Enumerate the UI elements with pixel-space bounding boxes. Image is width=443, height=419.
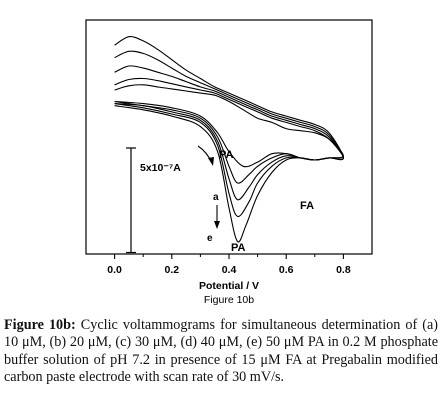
figure-sublabel: Figure 10b <box>204 294 254 306</box>
voltammogram-chart: 0.0 0.2 0.4 0.6 0.8 5x10⁻⁷A a e PA PA FA Pot… <box>85 19 373 306</box>
figure-caption: Figure 10b: Cyclic voltammograms for sim… <box>4 317 438 387</box>
cv-curve-c <box>114 65 344 201</box>
caption-label: Figure 10b: <box>4 317 76 333</box>
x-tick-label: 0.4 <box>222 264 237 276</box>
caption-text: Cyclic voltammograms for simultaneous de… <box>4 317 438 386</box>
cv-curve-a <box>114 84 344 168</box>
label-a: a <box>213 192 219 203</box>
scan-arrows <box>197 145 220 229</box>
cv-curve-d <box>114 50 344 217</box>
scale-bar: 5x10⁻⁷A <box>126 147 181 254</box>
label-pa-upper: PA <box>219 149 234 161</box>
x-tick-label: 0.0 <box>107 264 122 276</box>
scan-direction-arrowhead <box>208 157 214 166</box>
cv-curve-b <box>114 77 344 184</box>
x-tick-label: 0.6 <box>279 264 294 276</box>
cv-curve-e <box>114 36 344 243</box>
scale-bar-label: 5x10⁻⁷A <box>140 162 181 174</box>
label-pa-lower: PA <box>231 242 246 254</box>
concentration-arrowhead <box>214 221 220 229</box>
voltammogram-figure: 0.0 0.2 0.4 0.6 0.8 5x10⁻⁷A a e PA PA FA Pot… <box>85 19 373 306</box>
x-axis-ticks: 0.0 0.2 0.4 0.6 0.8 <box>107 254 351 276</box>
chart-annotations: a e PA PA FA <box>207 149 314 254</box>
x-tick-label: 0.2 <box>164 264 179 276</box>
x-axis-label: Potential / V <box>199 280 259 292</box>
x-tick-label: 0.8 <box>336 264 351 276</box>
label-fa: FA <box>300 200 314 212</box>
curve-group <box>114 36 344 243</box>
label-e: e <box>207 233 213 244</box>
